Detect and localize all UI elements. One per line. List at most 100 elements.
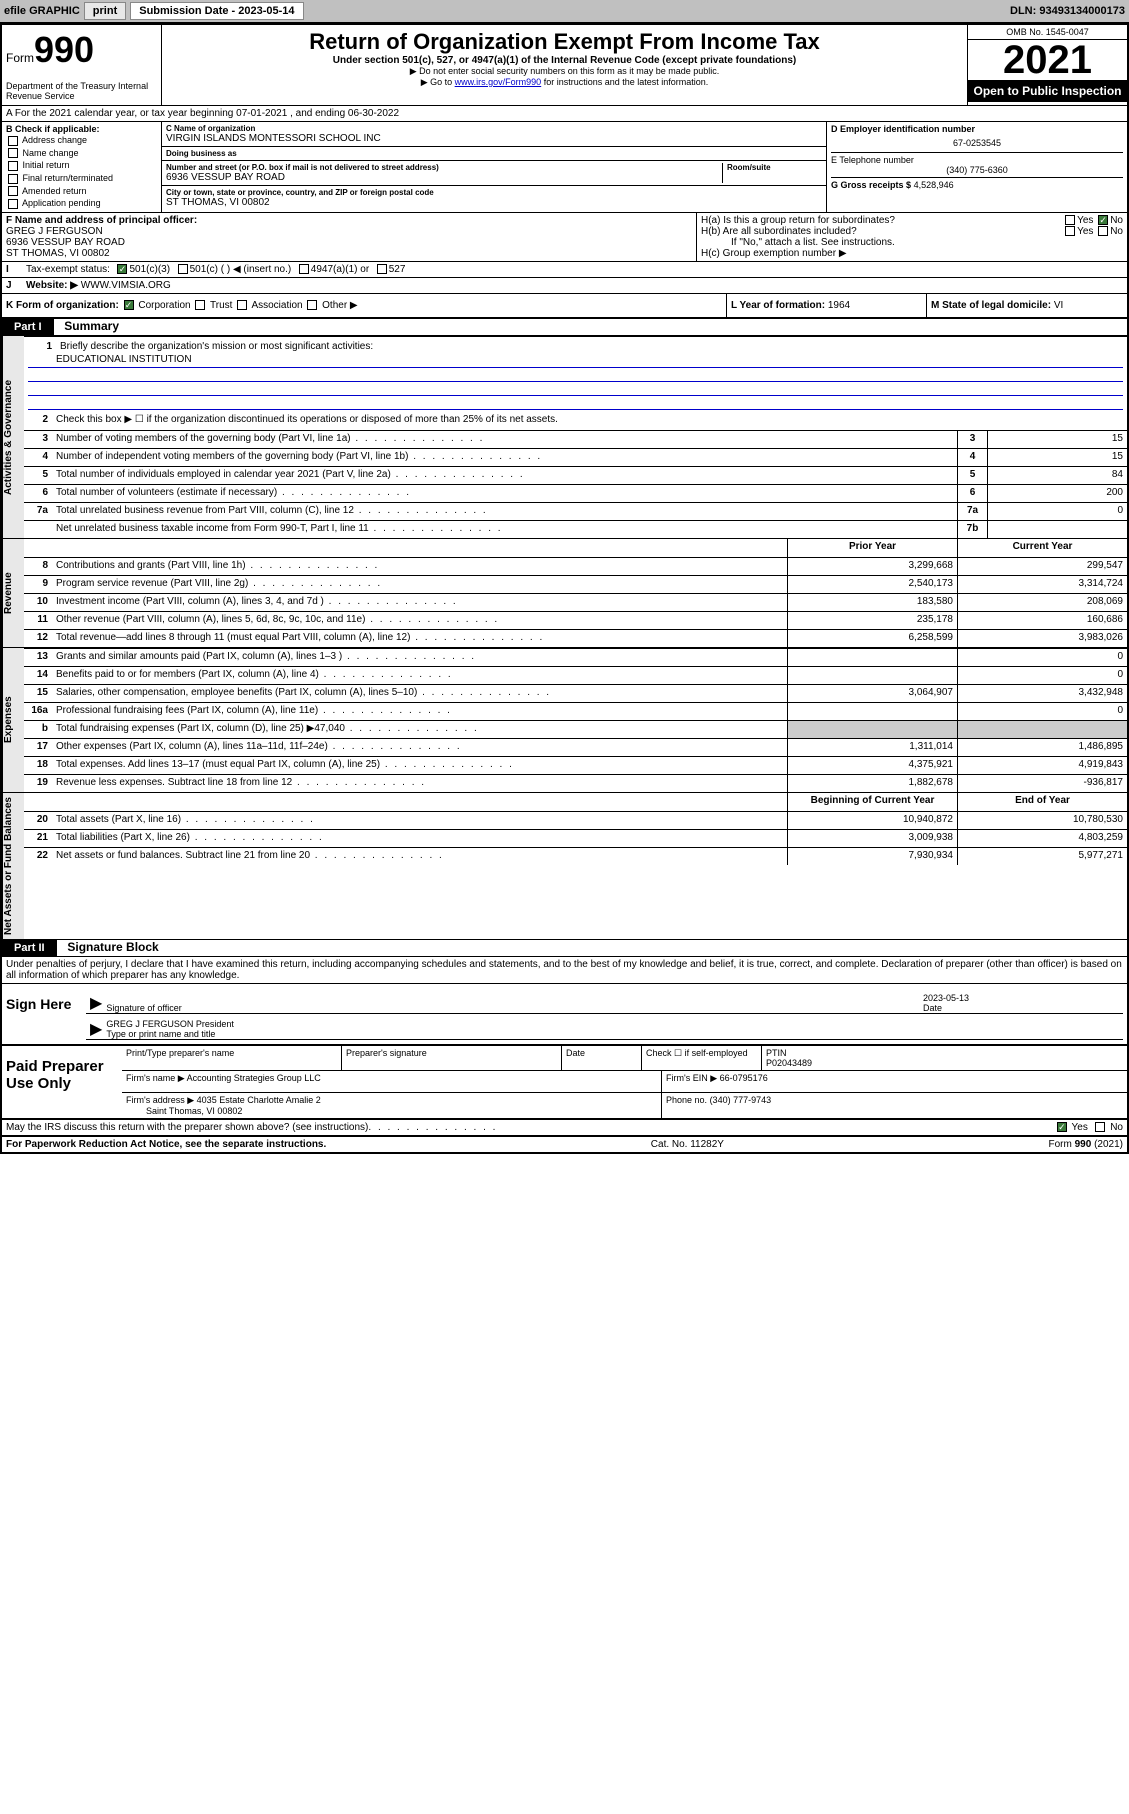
- city-value: ST THOMAS, VI 00802: [166, 197, 822, 208]
- officer-printed-name: GREG J FERGUSON President: [106, 1019, 1123, 1029]
- footer-row: For Paperwork Reduction Act Notice, see …: [2, 1137, 1127, 1152]
- summary-line: 21Total liabilities (Part X, line 26)3,0…: [24, 829, 1127, 847]
- pra-notice: For Paperwork Reduction Act Notice, see …: [6, 1139, 326, 1150]
- ha-label: H(a) Is this a group return for subordin…: [701, 215, 895, 226]
- chk-501c[interactable]: [178, 264, 188, 274]
- netassets-header: Beginning of Current Year End of Year: [24, 793, 1127, 811]
- signature-block: Sign Here ▶ Signature of officer 2023-05…: [2, 984, 1127, 1046]
- summary-line: 10Investment income (Part VIII, column (…: [24, 593, 1127, 611]
- firm-addr1: 4035 Estate Charlotte Amalie 2: [197, 1095, 321, 1105]
- col-b-title: B Check if applicable:: [6, 124, 157, 134]
- chk-assoc[interactable]: [237, 300, 247, 310]
- vtab-netassets: Net Assets or Fund Balances: [2, 793, 24, 939]
- summary-line: 11Other revenue (Part VIII, column (A), …: [24, 611, 1127, 629]
- chk-discuss-yes[interactable]: [1057, 1122, 1067, 1132]
- chk-4947[interactable]: [299, 264, 309, 274]
- col-d-ein-phone: D Employer identification number 67-0253…: [827, 122, 1127, 212]
- chk-other[interactable]: [307, 300, 317, 310]
- hdr-prior-year: Prior Year: [787, 539, 957, 557]
- vtab-governance: Activities & Governance: [2, 336, 24, 538]
- summary-line: 7aTotal unrelated business revenue from …: [24, 502, 1127, 520]
- form-number: 990: [34, 29, 94, 70]
- col-m-state: M State of legal domicile: VI: [927, 294, 1127, 317]
- gross-receipts: 4,528,946: [914, 180, 954, 190]
- chk-address-change[interactable]: Address change: [6, 134, 157, 147]
- summary-line: 12Total revenue—add lines 8 through 11 (…: [24, 629, 1127, 647]
- chk-name-change[interactable]: Name change: [6, 147, 157, 160]
- row-a-tax-year: A For the 2021 calendar year, or tax yea…: [2, 106, 1127, 122]
- org-name-label: C Name of organization: [166, 124, 822, 133]
- ein-value: 67-0253545: [831, 134, 1123, 152]
- officer-addr2: ST THOMAS, VI 00802: [6, 248, 692, 259]
- irs-link[interactable]: www.irs.gov/Form990: [455, 77, 542, 87]
- chk-527[interactable]: [377, 264, 387, 274]
- summary-line: bTotal fundraising expenses (Part IX, co…: [24, 720, 1127, 738]
- tax-status-label: Tax-exempt status:: [26, 264, 110, 275]
- part2-label: Part II: [2, 940, 57, 956]
- topbar: efile GRAPHIC print Submission Date - 20…: [0, 0, 1129, 23]
- sig-arrow-icon-2: ▶: [86, 1019, 106, 1039]
- officer-label: F Name and address of principal officer:: [6, 215, 692, 226]
- part1-title: Summary: [56, 319, 119, 333]
- instruction-2: ▶ Go to www.irs.gov/Form990 for instruct…: [166, 77, 963, 88]
- row-j-website: J Website: ▶ WWW.VIMSIA.ORG: [2, 278, 1127, 294]
- part-1-header: Part I Summary: [2, 319, 1127, 336]
- firm-addr2: Saint Thomas, VI 00802: [146, 1106, 242, 1116]
- mission-text: EDUCATIONAL INSTITUTION: [28, 354, 1123, 368]
- summary-line: 16aProfessional fundraising fees (Part I…: [24, 702, 1127, 720]
- hdr-end-year: End of Year: [957, 793, 1127, 811]
- col-f-officer: F Name and address of principal officer:…: [2, 213, 697, 261]
- hb-note: If "No," attach a list. See instructions…: [701, 237, 1123, 248]
- ptin-label: PTIN: [766, 1048, 1123, 1058]
- street-address: 6936 VESSUP BAY ROAD: [166, 172, 722, 183]
- chk-initial-return[interactable]: Initial return: [6, 159, 157, 172]
- revenue-header: Prior Year Current Year: [24, 539, 1127, 557]
- form-container: Form990 Department of the Treasury Inter…: [0, 23, 1129, 1154]
- chk-trust[interactable]: [195, 300, 205, 310]
- summary-line: 22Net assets or fund balances. Subtract …: [24, 847, 1127, 865]
- phone-value: (340) 775-6360: [831, 165, 1123, 175]
- summary-netassets: Net Assets or Fund Balances Beginning of…: [2, 792, 1127, 940]
- cat-number: Cat. No. 11282Y: [651, 1139, 724, 1150]
- col-b-checkboxes: B Check if applicable: Address change Na…: [2, 122, 162, 212]
- q2-text: Check this box ▶ ☐ if the organization d…: [52, 412, 1127, 430]
- part-2-header: Part II Signature Block: [2, 940, 1127, 957]
- instruction-1: ▶ Do not enter social security numbers o…: [166, 66, 963, 77]
- summary-line: 6Total number of volunteers (estimate if…: [24, 484, 1127, 502]
- gross-label: G Gross receipts $: [831, 180, 911, 190]
- signature-intro: Under penalties of perjury, I declare th…: [2, 957, 1127, 984]
- discuss-row: May the IRS discuss this return with the…: [2, 1120, 1127, 1137]
- q1-label: Briefly describe the organization's miss…: [56, 339, 1123, 354]
- officer-sub-label: Type or print name and title: [106, 1029, 1123, 1039]
- state-domicile: VI: [1054, 300, 1063, 311]
- summary-line: 17Other expenses (Part IX, column (A), l…: [24, 738, 1127, 756]
- form-title: Return of Organization Exempt From Incom…: [166, 29, 963, 55]
- col-l-year: L Year of formation: 1964: [727, 294, 927, 317]
- officer-sig-label: Signature of officer: [106, 1003, 923, 1013]
- preparer-block: Paid Preparer Use Only Print/Type prepar…: [2, 1046, 1127, 1120]
- summary-line: 13Grants and similar amounts paid (Part …: [24, 648, 1127, 666]
- summary-line: 14Benefits paid to or for members (Part …: [24, 666, 1127, 684]
- chk-corp[interactable]: [124, 300, 134, 310]
- ptin-value: P02043489: [766, 1058, 1123, 1068]
- chk-final-return[interactable]: Final return/terminated: [6, 172, 157, 185]
- chk-amended[interactable]: Amended return: [6, 185, 157, 198]
- website-value: WWW.VIMSIA.ORG: [81, 280, 171, 291]
- section-b-c-d: B Check if applicable: Address change Na…: [2, 122, 1127, 213]
- summary-line: 3Number of voting members of the governi…: [24, 430, 1127, 448]
- summary-line: 5Total number of individuals employed in…: [24, 466, 1127, 484]
- part1-label: Part I: [2, 319, 54, 335]
- summary-line: 18Total expenses. Add lines 13–17 (must …: [24, 756, 1127, 774]
- efile-label: efile GRAPHIC: [4, 5, 80, 17]
- sign-here-label: Sign Here: [2, 984, 82, 1044]
- officer-addr1: 6936 VESSUP BAY ROAD: [6, 237, 692, 248]
- row-k-l-m: K Form of organization: Corporation Trus…: [2, 294, 1127, 319]
- chk-501c3[interactable]: [117, 264, 127, 274]
- tax-year: 2021: [968, 40, 1127, 80]
- print-button[interactable]: print: [84, 2, 126, 20]
- hdr-begin-year: Beginning of Current Year: [787, 793, 957, 811]
- sig-date-value: 2023-05-13: [923, 993, 1123, 1003]
- chk-discuss-no[interactable]: [1095, 1122, 1105, 1132]
- chk-app-pending[interactable]: Application pending: [6, 197, 157, 210]
- addr-label: Number and street (or P.O. box if mail i…: [166, 163, 722, 172]
